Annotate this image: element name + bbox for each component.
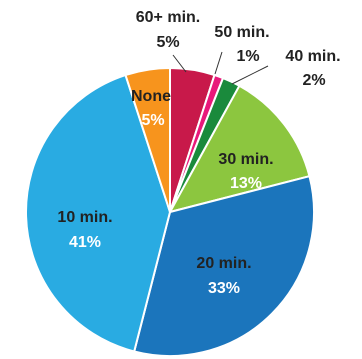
label-50-min-value: 1% — [236, 48, 259, 65]
label-20-min-name: 20 min. — [196, 255, 251, 272]
pie-slice-10-min — [25, 73, 172, 353]
slice-labels: 60+ min. 5% 50 min. 1% 40 min. 2% 30 min… — [57, 9, 340, 297]
pie-slice-30-min — [168, 84, 311, 214]
label-20-min-value: 33% — [208, 280, 240, 297]
label-60-min-value: 5% — [156, 34, 179, 51]
pie-slice-20-min — [132, 174, 315, 357]
label-40-min-value: 2% — [302, 72, 325, 89]
label-10-min-value: 41% — [69, 234, 101, 251]
leader-line-60-min — [172, 54, 187, 73]
label-50-min-name: 50 min. — [214, 24, 269, 41]
leader-lines — [172, 51, 269, 85]
pie-slice-none — [124, 66, 171, 213]
leader-line-40-min — [231, 65, 269, 85]
pie-slices — [25, 66, 315, 357]
label-10-min-name: 10 min. — [57, 209, 112, 226]
label-30-min-name: 30 min. — [218, 151, 273, 168]
label-30-min-value: 13% — [230, 175, 262, 192]
label-40-min-name: 40 min. — [285, 48, 340, 65]
label-none-name: None — [131, 88, 171, 105]
leader-line-50-min — [214, 51, 223, 75]
label-none-value: 5% — [141, 112, 164, 129]
label-60-min-name: 60+ min. — [136, 9, 200, 26]
